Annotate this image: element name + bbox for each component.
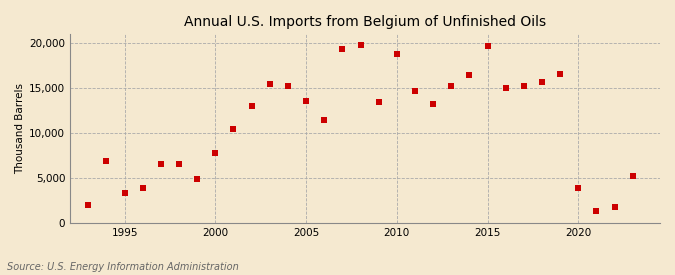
Point (101, 159, 112, 163)
Point (283, 84, 294, 89)
Title: Annual U.S. Imports from Belgium of Unfinished Oils: Annual U.S. Imports from Belgium of Unfi… (184, 15, 546, 29)
Point (428, 101, 439, 106)
Point (319, 117, 329, 122)
Point (610, 205, 620, 209)
Point (355, 43, 366, 47)
Point (155, 162, 166, 166)
Point (119, 190, 130, 195)
Point (410, 89, 421, 93)
Point (537, 80, 547, 84)
Point (392, 52, 402, 56)
Point (464, 73, 475, 77)
Point (627, 174, 638, 178)
Text: Source: U.S. Energy Information Administration: Source: U.S. Energy Information Administ… (7, 262, 238, 272)
Point (265, 82, 275, 86)
Point (555, 72, 566, 76)
Point (228, 126, 239, 131)
Point (83, 203, 94, 207)
Point (482, 44, 493, 48)
Point (137, 186, 148, 190)
Point (591, 208, 602, 213)
Point (246, 104, 257, 108)
Point (337, 46, 348, 51)
Point (518, 83, 529, 88)
Point (300, 99, 311, 103)
Point (373, 100, 384, 104)
Point (446, 83, 457, 88)
Point (500, 86, 511, 90)
Point (173, 162, 184, 166)
Point (192, 177, 202, 181)
Point (573, 186, 584, 190)
Point (210, 151, 221, 155)
Y-axis label: Thousand Barrels: Thousand Barrels (15, 83, 25, 174)
